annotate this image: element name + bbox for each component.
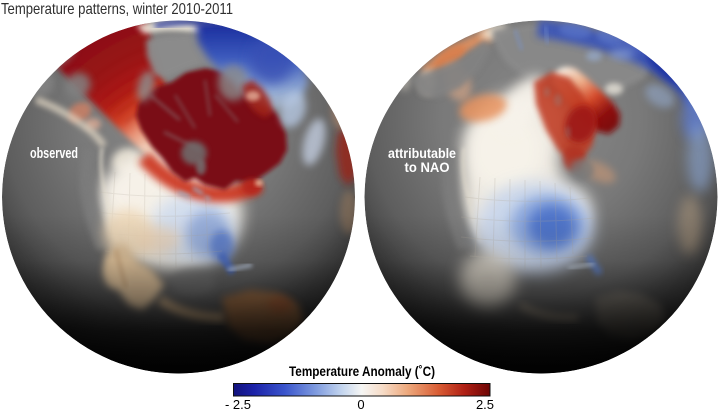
svg-text:attributable: attributable bbox=[388, 145, 456, 161]
svg-text:0: 0 bbox=[357, 397, 364, 412]
svg-text:Temperature patterns, winter 2: Temperature patterns, winter 2010-2011 bbox=[1, 1, 233, 18]
svg-text:to NAO: to NAO bbox=[405, 159, 450, 175]
svg-text:- 2.5: - 2.5 bbox=[225, 397, 251, 412]
svg-text:2.5: 2.5 bbox=[476, 397, 494, 412]
svg-text:observed: observed bbox=[30, 145, 78, 162]
svg-text:Temperature Anomaly (˚C): Temperature Anomaly (˚C) bbox=[289, 363, 435, 379]
